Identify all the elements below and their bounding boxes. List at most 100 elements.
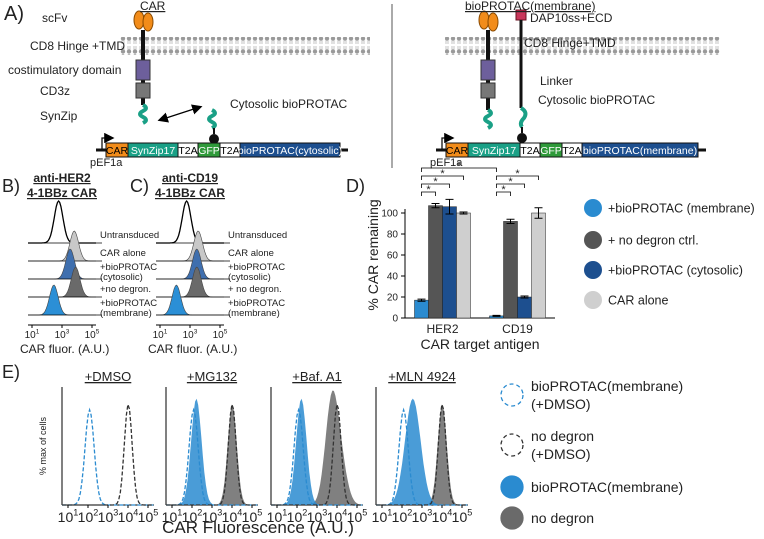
row-label: (cytosolic) bbox=[228, 272, 271, 283]
legend-label: (+DMSO) bbox=[531, 446, 591, 462]
error-bar bbox=[459, 211, 468, 215]
cytosolic-label: Cytosolic bioPROTAC bbox=[230, 97, 347, 111]
histogram-outline bbox=[62, 404, 154, 506]
tick-base: 10 bbox=[287, 509, 303, 525]
legend-swatch bbox=[500, 475, 524, 499]
tick-label: 103 bbox=[183, 329, 198, 342]
y-axis-title: % max of cells bbox=[38, 416, 48, 475]
tick-label: 101 bbox=[162, 508, 183, 525]
tick-exp: 2 bbox=[93, 508, 98, 518]
tick-base: 10 bbox=[452, 509, 468, 525]
legend-swatch bbox=[500, 433, 524, 457]
significance-bracket bbox=[496, 175, 539, 180]
tick-label: 104 bbox=[327, 508, 348, 525]
y-tick-label: 20 bbox=[387, 293, 399, 304]
significance-label: * bbox=[501, 184, 506, 196]
hinge-label: CD8 Hinge +TMD bbox=[30, 39, 125, 53]
legend-swatch bbox=[584, 199, 602, 217]
significance-bracket bbox=[421, 191, 436, 196]
scfv-label: scFv bbox=[42, 11, 67, 25]
x-axis-title: CAR fluor. (A.U.) bbox=[20, 342, 109, 356]
promoter-arrow bbox=[101, 132, 115, 150]
x-axis-title: CAR Fluorescence (A.U.) bbox=[162, 518, 354, 537]
tick-exp: 2 bbox=[197, 508, 202, 518]
construct-part-label: CAR bbox=[106, 145, 129, 157]
construct-part-label: SynZip17 bbox=[131, 145, 176, 157]
hinge-label: CD8 Hinge+TMD bbox=[524, 36, 616, 50]
tick-exp: 3 bbox=[66, 329, 70, 336]
significance-label: * bbox=[433, 176, 438, 188]
row-label: Untransduced bbox=[228, 230, 287, 241]
error-bar bbox=[417, 298, 426, 302]
x-axis-title: CAR fluor. (A.U.) bbox=[148, 342, 237, 356]
row-label: + no degron. bbox=[228, 284, 282, 295]
bar bbox=[503, 221, 518, 319]
legend-swatch bbox=[500, 506, 524, 530]
error-bar bbox=[534, 207, 543, 219]
row-label: +bioPROTAC bbox=[100, 298, 157, 309]
legend-swatch bbox=[500, 383, 524, 407]
tick-label: 101 bbox=[153, 329, 168, 342]
tick-exp: 4 bbox=[447, 508, 452, 518]
histogram bbox=[271, 398, 363, 505]
error-bar bbox=[431, 203, 440, 209]
tick-label: 103 bbox=[412, 508, 433, 525]
tick-label: 105 bbox=[213, 329, 228, 342]
tick-base: 10 bbox=[25, 330, 37, 341]
x-axis-title: CAR target antigen bbox=[420, 336, 539, 352]
y-tick-label: 0 bbox=[392, 314, 398, 325]
tick-base: 10 bbox=[182, 509, 198, 525]
tick-base: 10 bbox=[412, 509, 428, 525]
y-axis-title: % CAR remaining bbox=[365, 199, 381, 310]
tick-base: 10 bbox=[55, 330, 67, 341]
histogram bbox=[166, 398, 258, 505]
histogram-outline bbox=[62, 407, 154, 506]
tick-base: 10 bbox=[98, 509, 114, 525]
significance-bracket bbox=[421, 183, 450, 188]
significance-label: * bbox=[440, 168, 445, 180]
tick-exp: 1 bbox=[164, 329, 168, 336]
tick-base: 10 bbox=[78, 509, 94, 525]
tick-base: 10 bbox=[202, 509, 218, 525]
tick-base: 10 bbox=[347, 509, 363, 525]
legend-label: no degron bbox=[531, 510, 594, 526]
plot-title: +MLN 4924 bbox=[388, 369, 456, 384]
tick-label: 105 bbox=[452, 508, 473, 525]
row-label: CAR alone bbox=[100, 248, 146, 259]
legend-label: +bioPROTAC (membrane) bbox=[608, 202, 755, 216]
panel-title: anti-CD19 bbox=[162, 171, 218, 185]
tick-exp: 1 bbox=[387, 508, 392, 518]
linker-label: Linker bbox=[540, 74, 573, 88]
costim-label: costimulatory domain bbox=[8, 63, 121, 77]
row-label: (membrane) bbox=[228, 308, 280, 319]
legend-label: + no degron ctrl. bbox=[608, 234, 699, 248]
legend-swatch bbox=[584, 291, 602, 309]
row-label: +no degron. bbox=[100, 284, 151, 295]
tick-label: 105 bbox=[242, 508, 263, 525]
tick-base: 10 bbox=[183, 330, 195, 341]
tick-base: 10 bbox=[267, 509, 283, 525]
tick-exp: 5 bbox=[257, 508, 262, 518]
significance-bracket bbox=[421, 167, 497, 172]
y-tick-label: 60 bbox=[387, 251, 399, 262]
tick-label: 102 bbox=[182, 508, 203, 525]
bar bbox=[531, 212, 546, 319]
histogram-outline bbox=[166, 407, 258, 506]
panel-label: E) bbox=[2, 362, 20, 382]
tick-base: 10 bbox=[307, 509, 323, 525]
membrane-title: bioPROTAC(membrane) bbox=[465, 0, 595, 13]
plot-title: +MG132 bbox=[187, 369, 237, 384]
x-tick-label: HER2 bbox=[426, 322, 458, 336]
bar bbox=[428, 205, 443, 319]
tick-exp: 4 bbox=[133, 508, 138, 518]
row-label: CAR alone bbox=[228, 248, 274, 259]
tick-base: 10 bbox=[327, 509, 343, 525]
panel-label: B) bbox=[2, 176, 20, 196]
significance-bracket bbox=[496, 191, 511, 196]
tick-exp: 5 bbox=[96, 329, 100, 336]
construct-part-label: bioPROTAC(cytosolic) bbox=[238, 145, 342, 157]
tick-exp: 4 bbox=[237, 508, 242, 518]
car-title: CAR bbox=[140, 0, 166, 13]
legend-label: +bioPROTAC (cytosolic) bbox=[608, 264, 743, 278]
legend-label: (+DMSO) bbox=[531, 396, 591, 412]
